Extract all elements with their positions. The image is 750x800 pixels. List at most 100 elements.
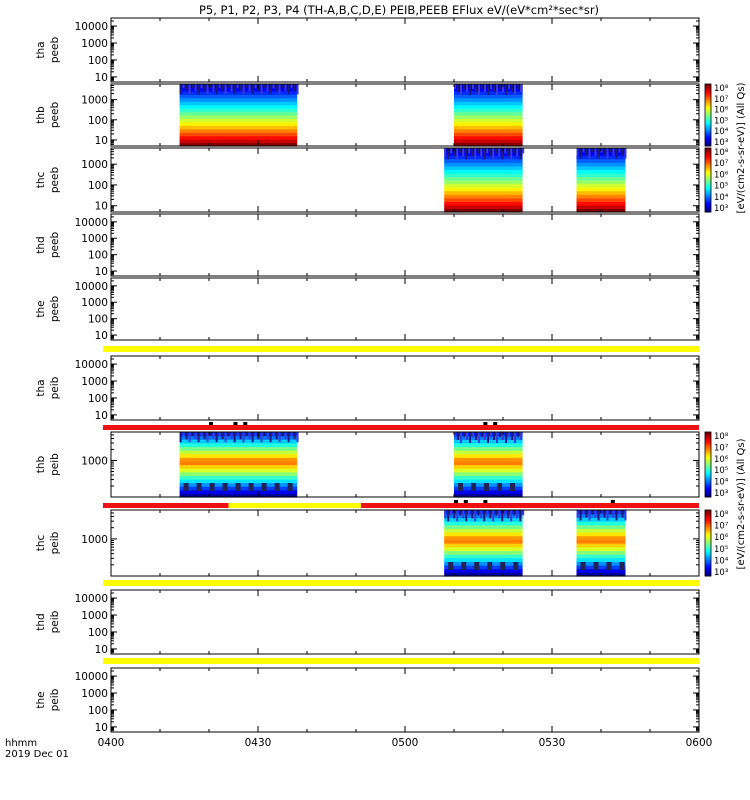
spectrogram-band <box>576 565 626 570</box>
spectrogram-noise <box>487 432 489 443</box>
spectrogram-noise <box>215 432 218 443</box>
colorbar-step <box>705 445 711 448</box>
colorbar-frame <box>704 83 712 147</box>
colorbar-step <box>705 571 711 574</box>
spectrogram-band <box>454 442 523 448</box>
spectrogram-noise <box>293 432 296 440</box>
y-tick-label: 1000 <box>81 38 108 50</box>
y-tick-label: 100 <box>88 705 108 717</box>
colorbar-step <box>705 516 711 519</box>
spectrogram-noise <box>194 432 197 440</box>
colorbar-step <box>705 102 711 105</box>
spectrogram-block <box>444 510 525 577</box>
spectrogram-noise <box>248 84 251 92</box>
colorbar-step <box>705 552 711 556</box>
colorbar-step <box>705 105 711 108</box>
spectrogram-noise <box>203 84 206 92</box>
spectrogram-band <box>179 435 298 440</box>
y-tick-label: 100 <box>88 314 108 326</box>
y-tick-label: 100 <box>88 393 108 405</box>
spectrogram-band <box>454 464 523 469</box>
spectrogram-band <box>576 172 626 178</box>
spectrogram-band <box>576 561 626 566</box>
spectrogram-noise <box>227 432 230 437</box>
colorbar-step <box>705 88 711 91</box>
spectrogram-band <box>576 194 626 199</box>
spectrogram-band <box>179 464 298 469</box>
spectrogram-noise <box>496 84 498 95</box>
spectrogram-noise <box>456 148 459 160</box>
spectrogram-noise <box>511 84 513 92</box>
flag-mark <box>454 500 458 503</box>
spectrogram-band <box>179 139 298 144</box>
spectrogram-noise <box>466 432 468 440</box>
spectrogram-noise <box>248 483 254 491</box>
spectrogram-noise <box>230 432 233 440</box>
spectrogram-band <box>179 108 298 113</box>
colorbar-step <box>705 91 711 94</box>
spectrogram-band <box>444 169 523 174</box>
spectrogram-noise <box>510 148 513 160</box>
spectrogram-noise <box>469 432 471 443</box>
panel-thc-peib: 1000 thc peib <box>35 509 700 577</box>
x-tick-label: 0600 <box>686 737 713 749</box>
colorbar-step <box>705 99 711 102</box>
spectrogram-band <box>576 528 626 533</box>
colorbar-step <box>705 432 711 435</box>
spectrogram-noise <box>499 84 501 89</box>
spectrogram-noise <box>272 432 275 437</box>
x-tick-label: 0430 <box>245 737 272 749</box>
colorbar-step <box>705 479 711 482</box>
colorbar-step <box>705 107 711 110</box>
colorbar-step <box>705 436 711 439</box>
colorbar-step <box>705 549 711 552</box>
colorbar-label: [eV/(cm2-s-sr-eV)] (All Qs) <box>736 438 747 569</box>
colorbar-step <box>705 559 711 562</box>
colorbar-step <box>705 518 711 521</box>
colorbar-step <box>705 541 711 544</box>
spectrogram-noise <box>481 432 483 437</box>
spectrogram-noise <box>474 510 477 522</box>
flag-mark <box>233 422 238 425</box>
spectrogram-noise <box>460 432 462 443</box>
panel-probe-label: thd <box>35 236 47 253</box>
colorbar-step <box>705 514 711 518</box>
spectrogram-noise <box>460 84 462 95</box>
spectrogram-noise <box>462 510 465 519</box>
colorbar-step <box>705 477 711 480</box>
spectrogram-band <box>444 568 523 573</box>
spectrogram-noise <box>230 84 233 92</box>
colorbar-step <box>705 164 711 167</box>
colorbar-step <box>705 466 711 469</box>
spectrogram-noise <box>495 510 498 516</box>
spectrogram-band <box>444 561 523 566</box>
colorbar-step <box>705 441 711 444</box>
flag-bar <box>360 503 699 508</box>
spectrogram-noise <box>612 510 615 518</box>
spectrogram-band <box>576 183 626 188</box>
colorbar-step <box>705 562 711 565</box>
spectrogram-noise <box>593 562 599 570</box>
spectrogram-noise <box>579 510 582 521</box>
spectrogram-noise <box>519 510 522 522</box>
spectrogram-noise <box>507 510 510 519</box>
spectrogram-band <box>179 101 298 106</box>
spectrogram-noise <box>496 432 498 443</box>
y-tick-label: 100 <box>88 115 108 127</box>
spectrogram-noise <box>489 510 492 519</box>
y-tick-label: 10 <box>95 644 108 656</box>
colorbar-step <box>705 85 711 88</box>
colorbar-step <box>705 97 711 100</box>
spectrogram-band <box>454 450 523 455</box>
spectrogram-band <box>576 176 626 181</box>
spectrogram-noise <box>459 148 462 154</box>
flag-mark <box>209 422 213 425</box>
spectrogram-noise <box>591 148 594 153</box>
colorbar-step <box>705 113 711 116</box>
colorbar-tick-label: 10⁵ <box>714 466 728 476</box>
spectrogram-band <box>576 204 626 210</box>
colorbar-step <box>705 572 711 575</box>
colorbar-step <box>705 144 711 147</box>
